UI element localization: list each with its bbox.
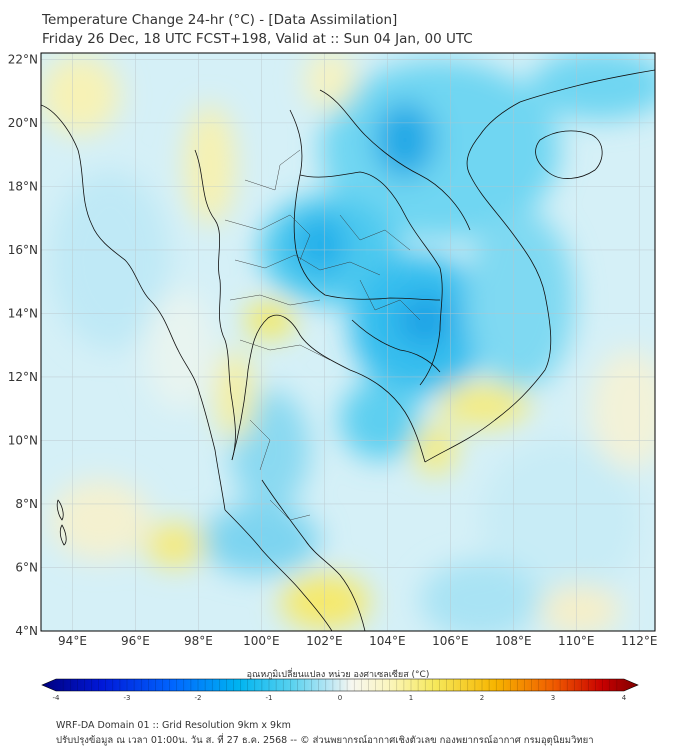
lat-tick-label: 10°N [8, 433, 38, 447]
lon-tick-label: 108°E [495, 634, 532, 648]
lat-tick-label: 18°N [8, 179, 38, 193]
province-borders [224, 149, 421, 521]
colorbar-tick-label: -4 [53, 694, 61, 702]
colorbar-tick-label: -1 [266, 694, 273, 702]
lon-tick-label: 110°E [558, 634, 595, 648]
lon-tick-label: 98°E [184, 634, 213, 648]
colorbar-tick-label: -3 [124, 694, 131, 702]
lat-tick-label: 4°N [15, 624, 38, 638]
map-subtitle: Friday 26 Dec, 18 UTC FCST+198, Valid at… [42, 31, 473, 47]
colorbar-tick-label: 3 [551, 694, 555, 702]
footer-model-info: WRF-DA Domain 01 :: Grid Resolution 9km … [56, 720, 291, 731]
colorbar-tick-label: 1 [409, 694, 413, 702]
lon-tick-label: 104°E [369, 634, 406, 648]
lon-tick-label: 106°E [432, 634, 469, 648]
lat-tick-label: 12°N [8, 370, 38, 384]
lat-tick-label: 8°N [15, 497, 38, 511]
footer-credit: ปรับปรุงข้อมูล ณ เวลา 01:00น. วัน ส. ที่… [56, 735, 594, 746]
colorbar-tick-label: -2 [195, 694, 202, 702]
colorbar-tick-label: 0 [338, 694, 342, 702]
longitude-tick-labels: 94°E 96°E 98°E 100°E 102°E 104°E 106°E 108°E 110… [58, 634, 657, 648]
coastlines [41, 69, 655, 631]
temperature-field [41, 53, 655, 631]
gridlines [41, 53, 655, 631]
lon-tick-label: 100°E [243, 634, 280, 648]
lat-tick-label: 16°N [8, 243, 38, 257]
colorbar-tick-label: 2 [480, 694, 484, 702]
lon-tick-label: 94°E [58, 634, 87, 648]
lat-tick-label: 6°N [15, 560, 38, 574]
colorbar: -4 -3 -2 -1 0 1 2 3 4 [41, 678, 639, 702]
latitude-tick-labels: 4°N 6°N 8°N 10°N 12°N 14°N 16°N 18°N 20°N 22°N [8, 52, 38, 638]
plot-frame [40, 52, 656, 632]
lon-tick-label: 112°E [621, 634, 658, 648]
colorbar-label: อุณหภูมิเปลี่ยนแปลง หน่วย องศาเซลเซียส (… [246, 670, 430, 680]
lat-tick-label: 20°N [8, 116, 38, 130]
colorbar-tick-label: 4 [622, 694, 627, 702]
lon-tick-label: 96°E [121, 634, 150, 648]
lon-tick-label: 102°E [306, 634, 343, 648]
lat-tick-label: 22°N [8, 52, 38, 66]
lat-tick-label: 14°N [8, 306, 38, 320]
map-title: Temperature Change 24-hr (°C) - [Data As… [42, 12, 398, 28]
